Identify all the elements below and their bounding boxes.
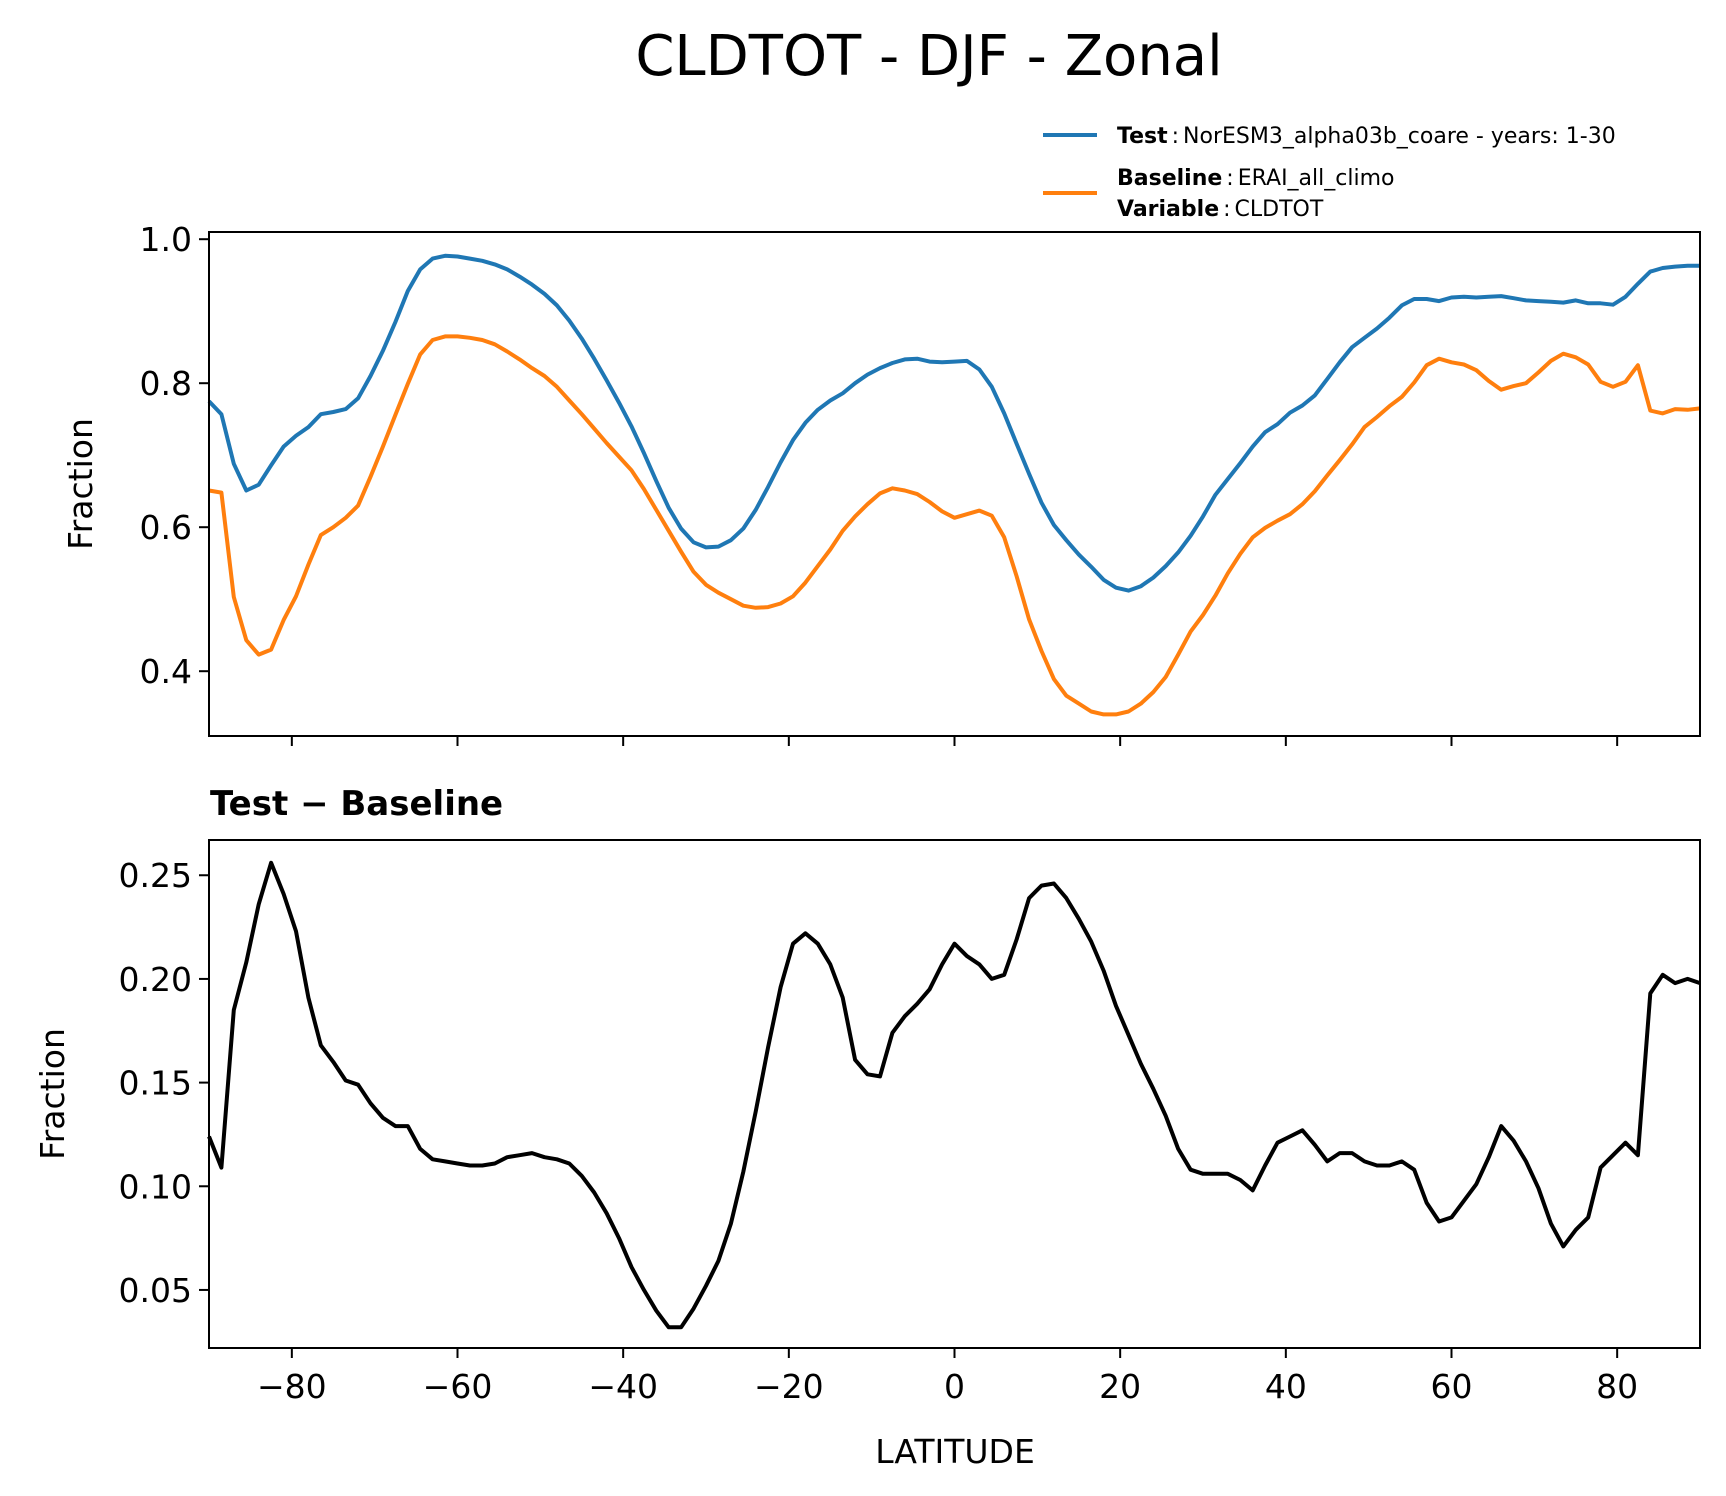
top-axes-frame [208,231,1701,737]
bottom-x-tick-label: 80 [1596,1367,1638,1406]
top-y-tick-label: 0.8 [140,364,192,403]
figure-title: CLDTOT - DJF - Zonal [635,24,1222,89]
top-series-baseline [208,334,1701,717]
bottom-y-ticks: 0.05 0.10 0.15 0.20 0.25 [119,856,209,1310]
bottom-x-tick-label: −40 [588,1367,658,1406]
bottom-y-axis-label: Fraction [33,1028,72,1160]
top-series-test [207,253,1700,593]
bottom-panel-title: Test − Baseline [210,784,503,824]
bottom-y-tick-label: 0.05 [119,1271,192,1310]
bottom-panel: Test − Baseline 0.05 0.10 0.15 0.20 0.25 −80… [33,784,1701,1471]
bottom-axes-frame [208,839,1701,1349]
bottom-y-tick-label: 0.25 [119,856,192,895]
top-y-tick-label: 1.0 [140,220,192,259]
legend-baseline-key: Baseline [1117,166,1222,191]
legend-test-key: Test [1117,124,1168,149]
legend-test-text: NorESM3_alpha03b_coare - years: 1-30 [1183,124,1616,149]
top-panel: 0.4 0.6 0.8 1.0 Fraction [61,220,1701,746]
legend-variable-sep: : [1223,197,1230,222]
legend-baseline-label: Baseline: ERAI_all_climo [1117,166,1394,191]
top-y-tick-label: 0.4 [140,652,192,691]
top-y-tick-label: 0.6 [140,508,192,547]
legend-variable-label: Variable: CLDTOT [1117,197,1324,222]
bottom-x-ticks: −80 −60 −40 −20 0 20 40 60 80 [257,1348,1638,1406]
bottom-x-tick-label: 60 [1431,1367,1473,1406]
top-x-ticks [290,736,1619,746]
bottom-series [207,860,1701,1330]
bottom-series-test-baseline [207,860,1701,1330]
legend-test-sep: : [1172,124,1179,149]
bottom-x-tick-label: 40 [1265,1367,1307,1406]
top-series [207,253,1701,717]
bottom-x-tick-label: 20 [1099,1367,1141,1406]
x-axis-label: LATITUDE [875,1432,1035,1471]
bottom-y-tick-label: 0.10 [119,1167,192,1206]
bottom-x-tick-label: −20 [754,1367,824,1406]
legend-baseline-text: ERAI_all_climo [1238,166,1395,191]
bottom-y-tick-label: 0.15 [119,1064,192,1103]
legend-test-label: Test: NorESM3_alpha03b_coare - years: 1-3… [1117,124,1616,149]
legend-variable-text: CLDTOT [1235,197,1324,222]
bottom-y-tick-label: 0.20 [119,960,192,999]
bottom-x-tick-label: −60 [423,1367,493,1406]
bottom-x-tick-label: −80 [257,1367,327,1406]
legend-baseline-sep: : [1226,166,1233,191]
top-y-axis-label: Fraction [61,418,100,550]
top-y-ticks: 0.4 0.6 0.8 1.0 [140,220,209,691]
bottom-x-tick-label: 0 [944,1367,965,1406]
legend: Test: NorESM3_alpha03b_coare - years: 1-3… [1043,124,1616,222]
legend-variable-key: Variable [1117,197,1219,222]
